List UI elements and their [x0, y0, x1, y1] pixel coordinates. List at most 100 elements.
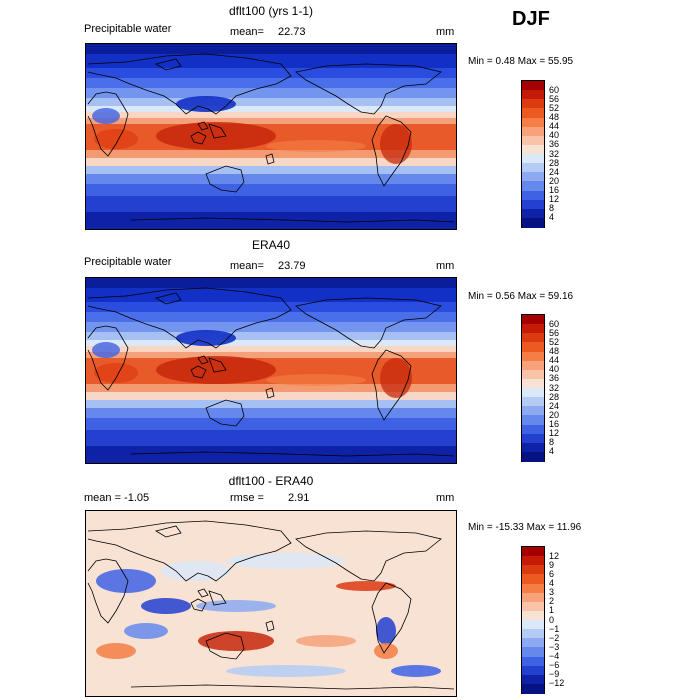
colorbar-level-label: 52 — [549, 102, 560, 113]
colorbar-level-label: −2 — [549, 632, 560, 643]
panel-3-minmax: Min = -15.33 Max = 11.96 — [468, 522, 582, 533]
colorbar-level-label: 9 — [549, 559, 555, 570]
colorbar-band — [522, 369, 544, 380]
coastline — [87, 91, 129, 157]
coastline — [265, 153, 275, 165]
colorbar-band — [522, 324, 544, 334]
difference-anomaly — [96, 643, 136, 659]
colorbar-band — [522, 610, 544, 621]
panel-2-stat-label: mean= — [230, 260, 264, 272]
africa-moist-region — [94, 363, 138, 383]
colorbar-band — [522, 208, 544, 219]
difference-anomaly — [196, 600, 276, 612]
colorbar-level-label: 16 — [549, 185, 560, 195]
colorbar-band — [522, 629, 544, 639]
field-band — [86, 88, 456, 98]
coastline — [371, 582, 412, 654]
field-band — [86, 68, 456, 78]
colorbar-level-label: 36 — [549, 373, 560, 384]
colorbar-level-label: 28 — [549, 391, 560, 402]
field-band — [86, 54, 456, 68]
colorbar-band — [522, 144, 544, 155]
field-band — [86, 78, 456, 88]
warm-pool — [156, 356, 276, 384]
colorbar-band — [522, 620, 544, 630]
coastline — [190, 365, 207, 379]
colorbar-band — [522, 333, 544, 343]
coastline — [295, 530, 442, 582]
panel-3-colorbar: 12 9 6 4 3 2 1 0 −1 −2 −3 −4 −6 −9 −12 — [521, 546, 564, 694]
difference-anomaly — [124, 623, 168, 639]
colorbar-level-label: 20 — [549, 175, 560, 186]
colorbar-band — [522, 108, 544, 118]
colorbar-band — [522, 592, 544, 603]
colorbar-band — [522, 556, 544, 566]
coastline — [130, 217, 455, 223]
colorbar-level-label: 24 — [549, 166, 560, 177]
coastline — [265, 387, 275, 399]
difference-anomaly — [161, 561, 231, 581]
colorbar-band — [522, 90, 544, 100]
colorbar-band — [522, 683, 544, 694]
coastline — [87, 287, 292, 349]
field-band — [86, 288, 456, 302]
field-band — [86, 196, 456, 212]
panel-2-colorbar: 60 56 52 48 44 40 36 32 28 24 20 16 12 8 4 — [521, 314, 559, 462]
colorbar-band — [522, 181, 544, 191]
colorbar-level-label: 4 — [549, 578, 555, 588]
colorbar-level-label: −12 — [549, 678, 565, 689]
colorbar-band — [522, 388, 544, 398]
field-band — [86, 430, 456, 446]
panel-3-stat-label: rmse = — [230, 492, 264, 504]
panel-2-stat-value: 23.79 — [278, 260, 306, 272]
colorbar-level-label: 44 — [549, 355, 560, 366]
colorbar-band — [522, 163, 544, 173]
colorbar-level-label: 12 — [549, 550, 560, 561]
field-band — [86, 346, 456, 352]
spcz-band — [266, 374, 366, 386]
colorbar-level-label: 12 — [549, 194, 560, 205]
difference-anomaly — [391, 665, 441, 677]
coastline — [197, 121, 209, 131]
field-band — [86, 98, 456, 106]
colorbar-band — [522, 315, 544, 325]
field-band — [86, 408, 456, 418]
field-band — [86, 174, 456, 184]
colorbar-band — [522, 135, 544, 146]
warm-pool — [156, 122, 276, 150]
panel-1-stat-value: 22.73 — [278, 26, 306, 38]
spcz-band — [266, 140, 366, 152]
colorbar-level-label: 24 — [549, 400, 560, 411]
field-band — [86, 44, 456, 54]
coastline — [130, 451, 455, 457]
field-band — [86, 212, 456, 229]
coastline — [371, 349, 412, 421]
colorbar-band — [522, 117, 544, 128]
colorbar-level-label: 8 — [549, 203, 555, 214]
panel-3-mean-label: mean = -1.05 — [84, 492, 150, 504]
colorbar-level-label: 32 — [549, 148, 560, 159]
sahara-dry-region — [92, 342, 120, 358]
coastline — [295, 63, 442, 115]
coastline — [197, 588, 209, 598]
difference-anomaly — [226, 553, 346, 569]
sahara-dry-region — [92, 108, 120, 124]
colorbar-level-label: 4 — [549, 212, 555, 223]
colorbar-band — [522, 583, 544, 594]
field-band — [86, 392, 456, 400]
difference-anomaly — [296, 635, 356, 647]
colorbar-band — [522, 424, 544, 435]
colorbar-level-label: −3 — [549, 641, 560, 652]
difference-anomaly — [226, 665, 346, 677]
field-band — [86, 332, 456, 340]
difference-anomaly — [336, 581, 396, 591]
panel-1-variable-label: Precipitable water — [84, 23, 172, 35]
field-band — [86, 118, 456, 124]
colorbar-band — [522, 442, 544, 453]
colorbar-band — [522, 601, 544, 612]
panel-3-title: dflt100 - ERA40 — [228, 474, 314, 488]
coastline — [190, 131, 207, 145]
panel-3-map — [85, 510, 457, 697]
colorbar-band — [522, 665, 544, 676]
colorbar-level-label: 16 — [549, 419, 560, 429]
